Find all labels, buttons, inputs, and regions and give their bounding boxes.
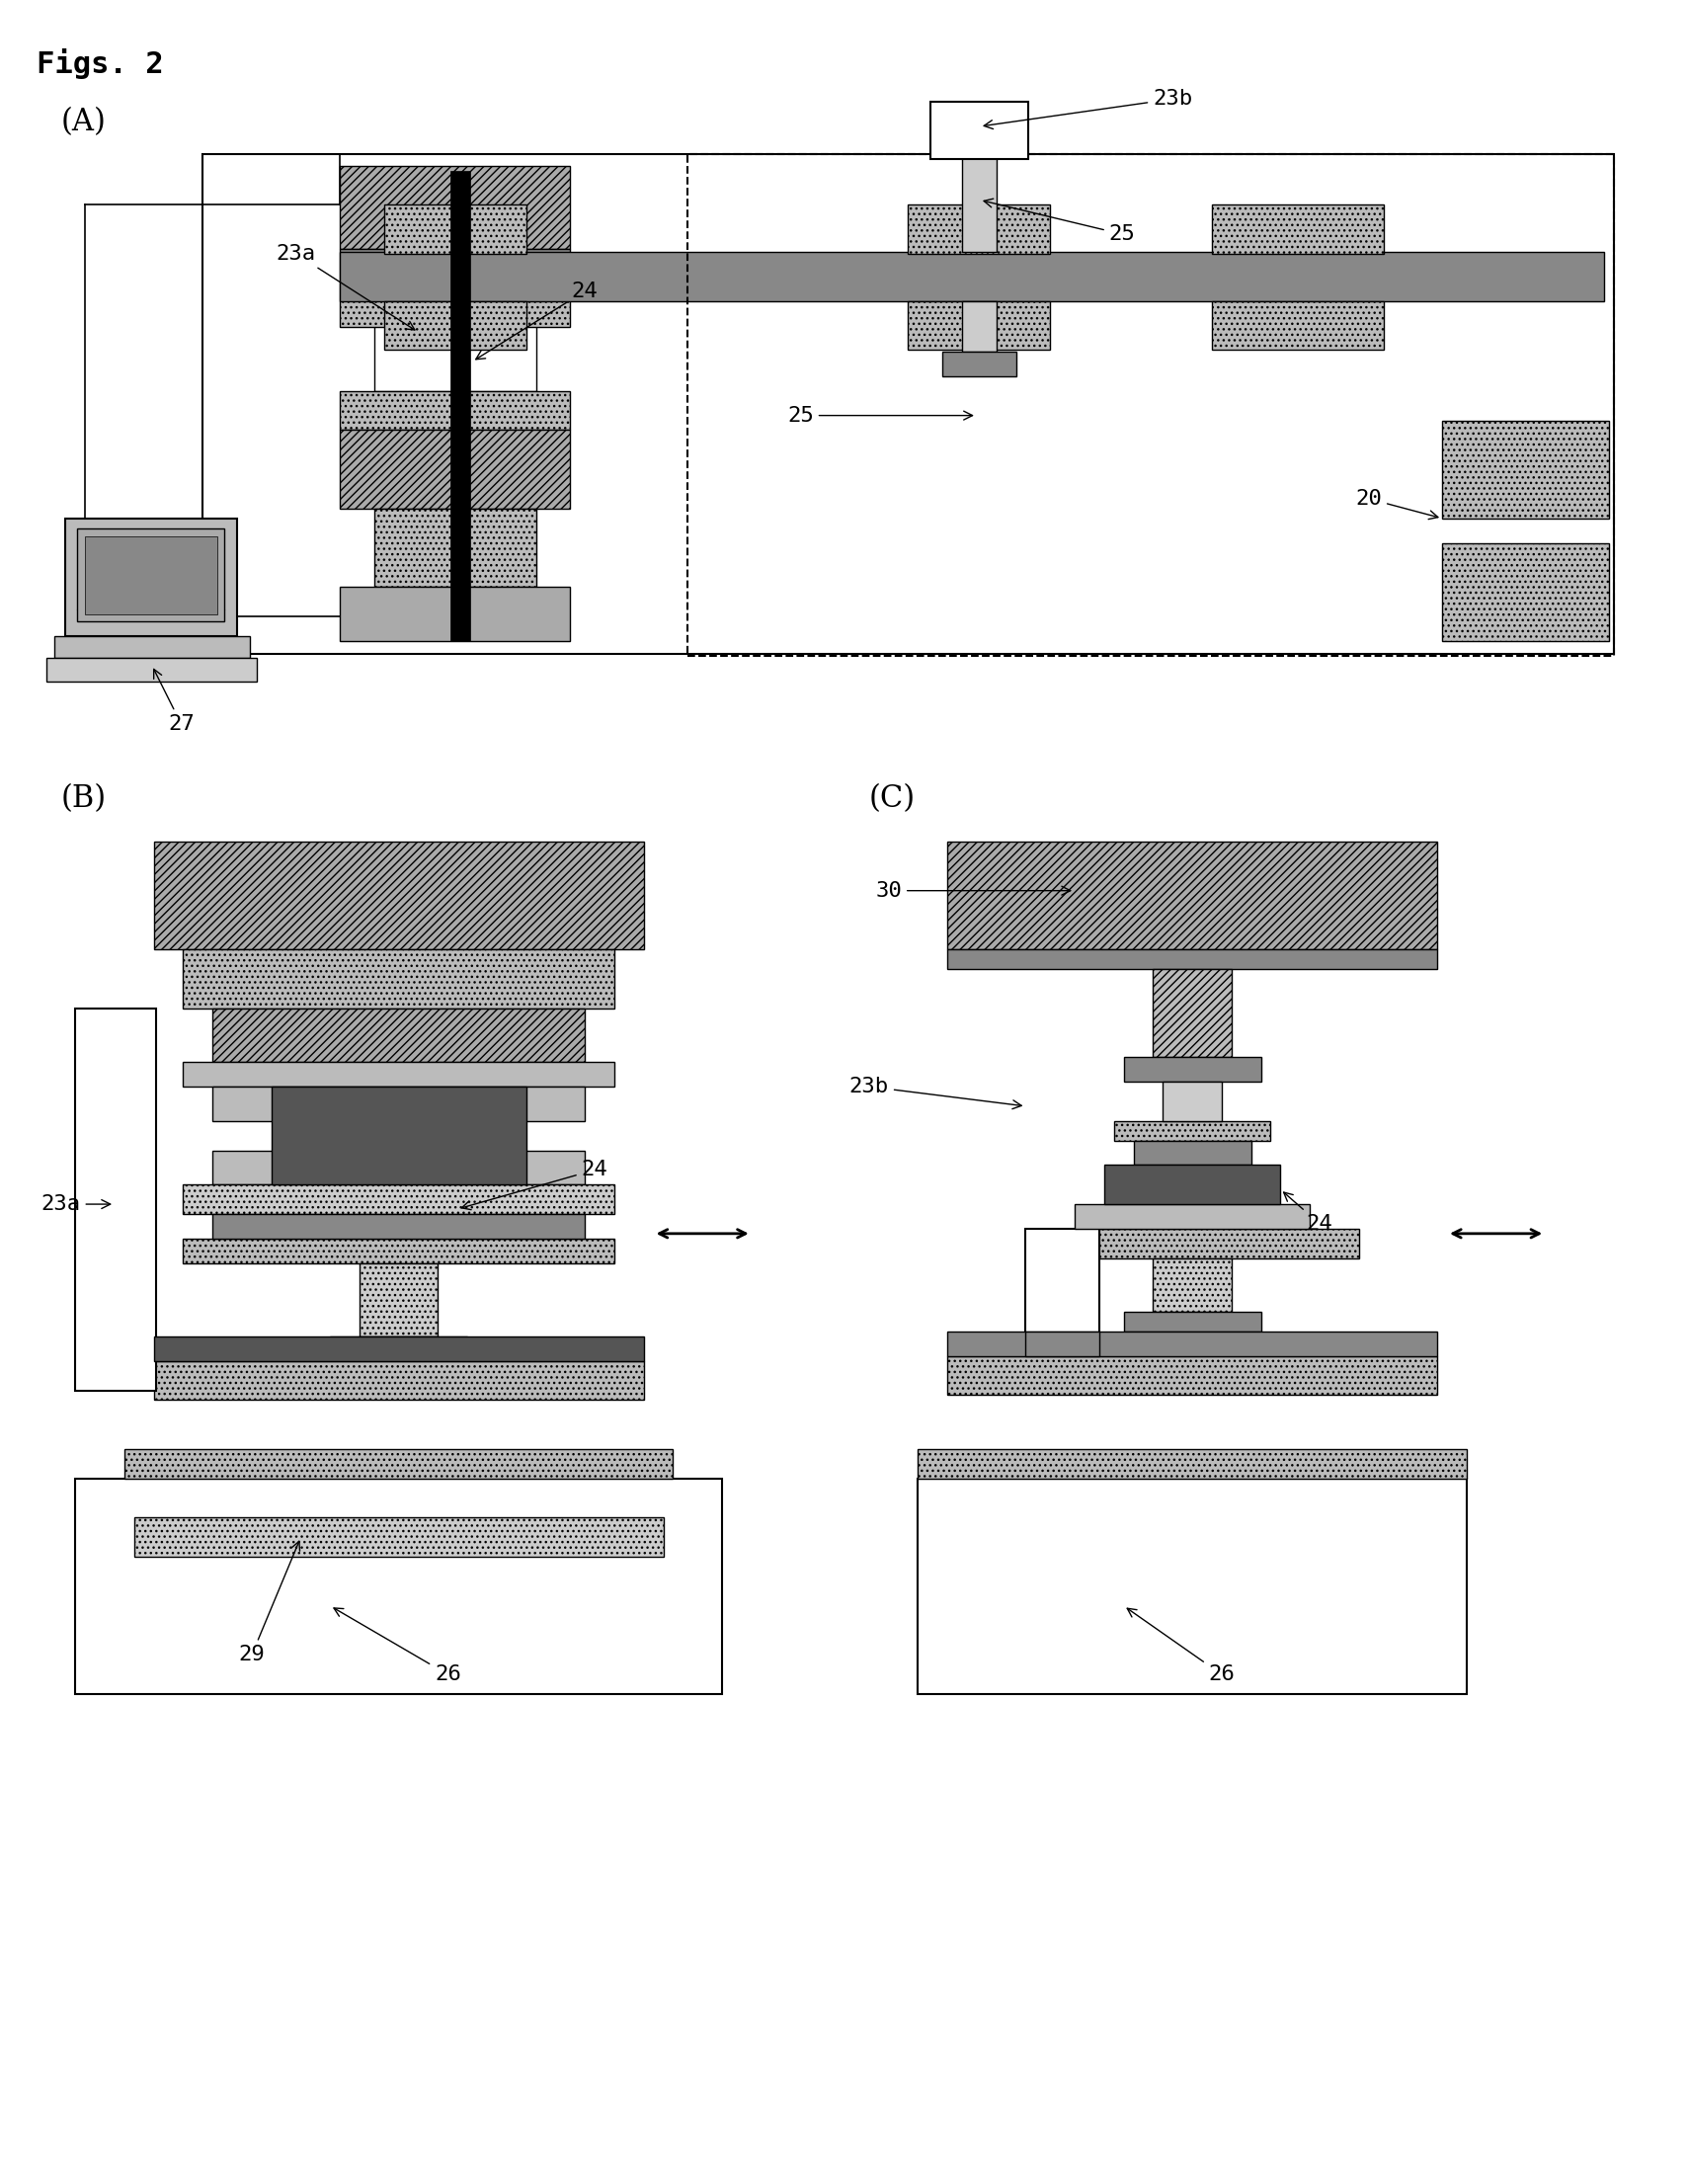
Bar — [375, 288, 535, 391]
Bar — [942, 352, 1017, 376]
Bar — [339, 166, 571, 249]
Bar — [383, 301, 525, 349]
Bar — [339, 587, 571, 640]
Bar — [182, 1238, 615, 1262]
Bar — [360, 1262, 437, 1337]
Bar — [1154, 970, 1231, 1057]
Bar — [339, 288, 571, 328]
Text: 23b: 23b — [985, 90, 1192, 129]
Bar — [383, 205, 525, 253]
Bar — [339, 249, 571, 288]
Bar — [1123, 1313, 1262, 1332]
Text: Figs. 2: Figs. 2 — [35, 48, 164, 79]
Bar — [76, 1009, 155, 1391]
Bar — [213, 1088, 584, 1120]
Text: 24: 24 — [461, 1160, 608, 1210]
Text: 24: 24 — [476, 282, 598, 360]
Bar — [213, 1214, 584, 1238]
Bar — [1115, 1120, 1270, 1140]
Bar — [919, 1479, 1466, 1695]
Bar — [963, 146, 997, 251]
Text: 29: 29 — [238, 1542, 301, 1664]
Bar — [154, 1361, 644, 1400]
Bar — [54, 636, 250, 657]
Text: 23a: 23a — [275, 245, 415, 330]
Text: 25: 25 — [787, 406, 973, 426]
Text: 26: 26 — [334, 1607, 461, 1684]
Bar — [1213, 205, 1383, 253]
Text: 30: 30 — [875, 880, 1071, 900]
Bar — [66, 518, 236, 636]
Bar — [154, 841, 644, 950]
Bar — [1025, 1230, 1100, 1356]
Bar — [84, 535, 218, 614]
Text: 24: 24 — [1284, 1192, 1333, 1234]
Bar — [1105, 1164, 1280, 1203]
Bar — [1025, 1230, 1360, 1258]
Bar — [1074, 1203, 1311, 1230]
Text: 23b: 23b — [850, 1077, 1022, 1109]
Bar — [154, 1337, 644, 1361]
Bar — [76, 1479, 721, 1695]
Bar — [948, 1356, 1437, 1396]
Bar — [203, 153, 1613, 653]
Bar — [1025, 1332, 1100, 1356]
Text: (C): (C) — [870, 782, 915, 812]
Bar — [78, 529, 225, 620]
Bar — [919, 1450, 1466, 1479]
Bar — [909, 205, 1051, 253]
Text: 27: 27 — [154, 668, 194, 734]
Text: 23a: 23a — [41, 1195, 110, 1214]
Text: 20: 20 — [1356, 489, 1437, 520]
Bar — [182, 1184, 615, 1214]
Bar — [1442, 544, 1608, 640]
Text: 26: 26 — [1127, 1607, 1235, 1684]
Bar — [125, 1450, 672, 1479]
Bar — [1123, 1057, 1262, 1081]
Bar — [133, 1518, 664, 1557]
Bar — [948, 1332, 1437, 1356]
Bar — [1213, 301, 1383, 349]
Bar — [451, 170, 470, 640]
Bar — [1164, 1081, 1221, 1120]
Bar — [963, 301, 997, 352]
Bar — [339, 251, 1605, 301]
Bar — [339, 430, 571, 509]
Text: 25: 25 — [985, 199, 1135, 245]
Bar — [46, 657, 257, 681]
Bar — [272, 1088, 525, 1184]
Bar — [339, 391, 571, 430]
Bar — [1442, 419, 1608, 518]
Bar — [213, 1151, 584, 1184]
Bar — [948, 950, 1437, 970]
Bar — [213, 1009, 584, 1061]
Bar — [182, 950, 615, 1009]
Bar — [375, 509, 535, 587]
Bar — [687, 153, 1613, 655]
Bar — [931, 103, 1029, 159]
Bar — [948, 841, 1437, 950]
Bar — [909, 301, 1051, 349]
Text: (B): (B) — [61, 782, 106, 812]
Bar — [1154, 1258, 1231, 1313]
Bar — [1133, 1140, 1252, 1164]
Text: (A): (A) — [61, 107, 106, 138]
Bar — [182, 1061, 615, 1088]
Bar — [329, 1337, 468, 1356]
